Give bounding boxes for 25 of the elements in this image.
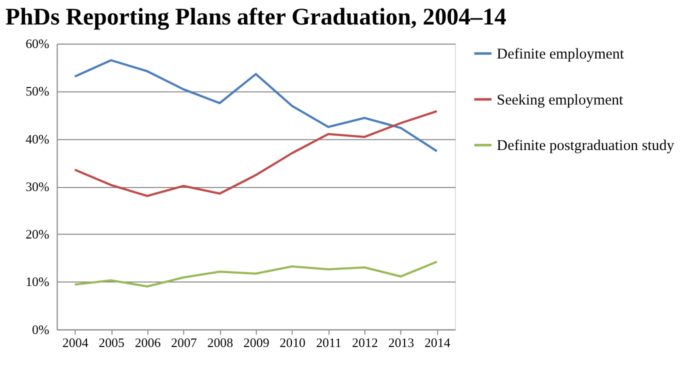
x-tick-label: 2005 bbox=[98, 334, 124, 350]
x-tick-label: 2009 bbox=[243, 334, 270, 350]
chart-title: PhDs Reporting Plans after Graduation, 2004–14 bbox=[5, 4, 506, 31]
y-tick-label: 60% bbox=[26, 36, 50, 52]
x-tick-label: 2013 bbox=[388, 334, 414, 350]
x-tick-label: 2014 bbox=[424, 334, 451, 350]
line-series bbox=[74, 110, 438, 198]
y-tick-label: 20% bbox=[26, 226, 50, 242]
line-series bbox=[74, 59, 438, 152]
x-tick-label: 2008 bbox=[207, 334, 234, 350]
x-tick-label: 2007 bbox=[171, 334, 198, 350]
legend-label: Definite employment bbox=[496, 46, 625, 63]
legend-label: Seeking employment bbox=[496, 92, 624, 108]
y-tick-label: 0% bbox=[32, 322, 50, 337]
x-tick-label: 2011 bbox=[316, 334, 342, 350]
x-tick-label: 2010 bbox=[280, 334, 306, 350]
y-tick-label: 50% bbox=[26, 84, 50, 99]
legend-label: Definite postgraduation study bbox=[496, 138, 675, 154]
y-tick-label: 30% bbox=[26, 178, 50, 194]
x-tick-label: 2012 bbox=[352, 334, 378, 350]
line-series bbox=[74, 260, 438, 288]
y-tick-label: 10% bbox=[26, 274, 50, 290]
x-tick-label: 2006 bbox=[134, 334, 162, 350]
y-tick-label: 40% bbox=[26, 131, 50, 146]
x-tick-label: 2004 bbox=[62, 334, 89, 350]
